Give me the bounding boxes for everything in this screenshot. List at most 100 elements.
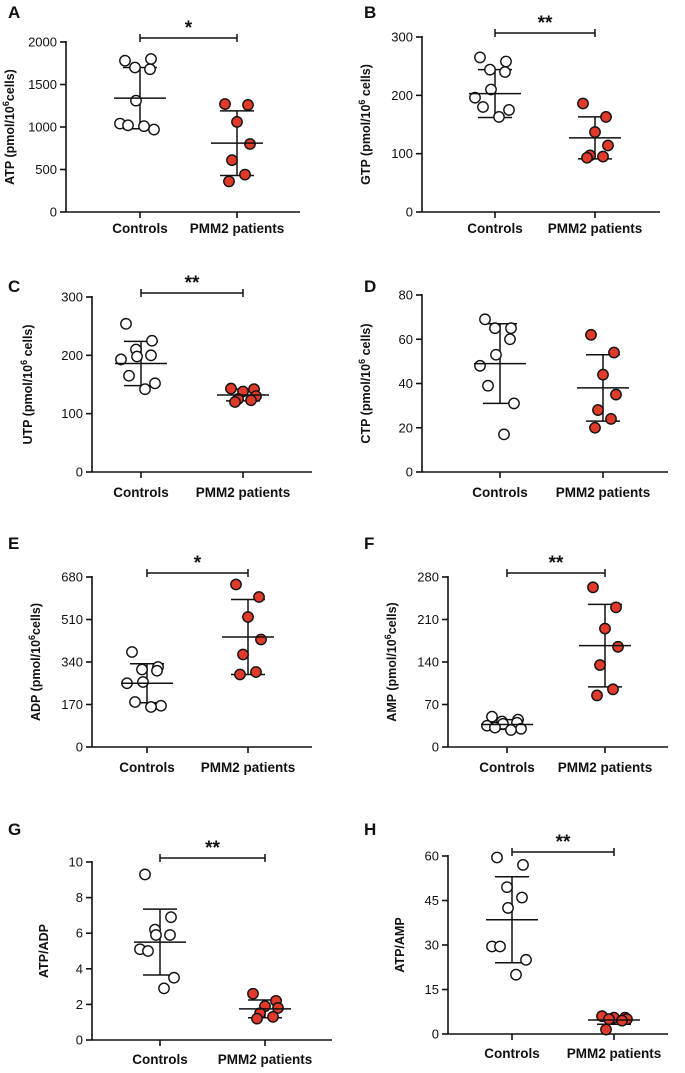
controls-data-point [150,929,162,941]
y-tick-label: 280 [417,570,439,585]
controls-data-point [510,968,522,981]
panel-letter-d: D [364,277,376,296]
y-tick-label: 300 [391,30,413,45]
controls-data-point [138,120,150,133]
controls-data-point [485,83,497,96]
controls-data-point [486,710,498,723]
controls-data-point [498,428,510,441]
x-category-label: PMM2 patients [556,485,651,500]
panel-letter-a: A [8,3,20,22]
panel-e: E 0 170 340 510 680 Controls PMM2 patients ADP (… [8,534,312,775]
patients-data-point [608,346,620,359]
y-tick-label: 0 [76,465,83,480]
y-tick-label: 4 [76,961,83,976]
y-axis-label: CTP (pmol/106 cells) [357,323,373,443]
controls-data-point [503,104,515,116]
controls-data-point [126,646,138,658]
panel-h: H 0 15 30 45 60 Controls PMM2 patients ATP/AMP ** [364,820,668,1061]
patients-data-point [605,412,617,425]
controls-data-point [477,101,489,113]
controls-data-point [123,369,135,382]
y-tick-label: 0 [76,1033,83,1048]
controls-data-point [501,881,513,894]
controls-data-point [484,63,496,76]
patients-data-point [253,591,265,603]
patients-data-point [251,1012,263,1025]
controls-data-point [516,891,528,904]
controls-data-point [479,313,491,326]
patients-data-point [231,116,243,128]
controls-data-point [474,51,486,64]
controls-data-point [520,953,532,966]
significance-marker: ** [205,838,220,859]
patients-data-point [607,683,619,696]
y-tick-label: 30 [425,938,439,953]
patients-data-point [599,622,611,635]
y-tick-label: 2 [76,997,83,1012]
x-category-label: PMM2 patients [548,221,643,236]
patients-data-point [610,601,622,614]
y-tick-label: 100 [61,406,83,421]
y-tick-label: 6 [76,926,83,941]
y-axis-label: AMP (pmol/106cells) [383,602,399,721]
x-category-label: PMM2 patients [201,760,296,775]
panel-f: F 0 70 140 210 280 Controls PMM2 patients AMP (p… [364,534,668,775]
patients-data-point [600,1023,612,1036]
significance-marker: ** [538,13,553,34]
panel-d: D 0 20 40 60 80 Controls PMM2 patients CTP (pmol… [357,277,668,500]
significance-marker: * [194,553,202,574]
controls-data-point [119,54,131,67]
patients-data-point [247,987,259,1000]
patients-data-point [594,659,606,671]
y-tick-label: 210 [417,612,439,627]
patients-data-point [250,666,262,678]
patients-data-point [603,1013,615,1026]
patients-data-point [589,126,601,138]
panel-g: G 0 2 4 6 8 10 Controls PMM2 patients ATP/ADP ** [8,820,332,1067]
patients-data-point [242,611,254,623]
x-category-label: Controls [113,485,169,500]
panel-a: A 0 500 1000 1500 2000 Controls PMM2 patients AT… [1,3,300,236]
y-axis-label: ADP (pmol/106cells) [27,603,43,721]
y-axis-label: UTP (pmol/106 cells) [19,324,35,444]
y-axis-label: ATP/AMP [393,917,407,972]
controls-data-point [500,55,512,68]
x-category-label: PMM2 patients [558,760,653,775]
controls-data-point [505,724,517,736]
controls-data-point [139,383,151,396]
y-tick-label: 15 [425,982,439,997]
controls-data-point [130,94,142,107]
y-tick-label: 0 [406,205,413,220]
patients-data-point [244,138,256,150]
significance-marker: ** [556,832,571,853]
y-tick-label: 1000 [28,120,57,135]
patients-data-point [585,328,597,341]
patients-data-point [602,139,614,152]
y-axis-label: ATP (pmol/106cells) [1,69,17,185]
x-category-label: Controls [472,485,528,500]
controls-data-point [145,53,157,65]
y-tick-label: 70 [425,697,439,712]
panel-letter-g: G [8,820,21,839]
panel-letter-h: H [364,820,376,839]
controls-data-point [155,699,167,712]
patients-data-point [589,421,601,434]
panel-letter-b: B [364,3,376,22]
y-tick-label: 20 [399,420,413,435]
controls-data-point [136,663,148,676]
x-category-label: Controls [132,1052,188,1067]
y-tick-label: 200 [391,88,413,103]
patients-data-point [234,668,246,681]
patients-data-point [219,98,231,110]
panel-letter-c: C [8,277,20,296]
patients-data-point [267,1010,279,1023]
patients-data-point [237,648,249,661]
patients-data-point [577,97,589,110]
patients-data-point [225,382,237,395]
y-tick-label: 170 [61,697,83,712]
y-tick-label: 2000 [28,35,57,50]
patients-data-point [239,168,251,181]
controls-data-point [158,982,170,995]
patients-data-point [591,689,603,702]
